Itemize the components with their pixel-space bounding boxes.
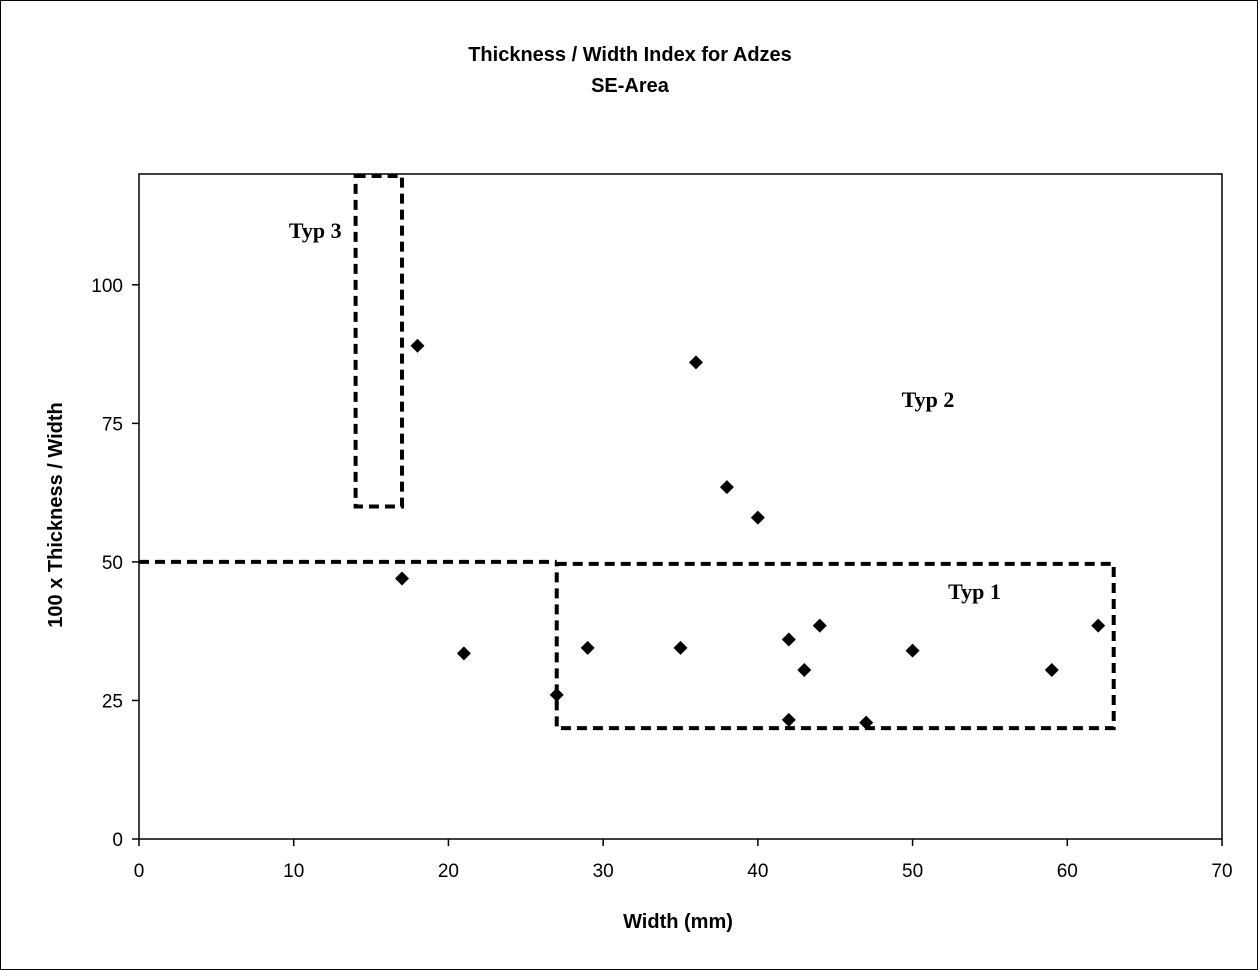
x-tick-label: 70 <box>1211 861 1232 882</box>
data-point <box>410 338 425 353</box>
y-axis-ticks: 0 25 50 75 100 <box>91 276 139 851</box>
data-point <box>905 643 920 658</box>
x-tick-label: 20 <box>438 861 459 882</box>
data-point <box>395 571 410 586</box>
region-label: Typ 1 <box>948 579 1001 604</box>
annotation-label: Typ 2 <box>902 387 955 412</box>
data-point <box>719 480 734 495</box>
x-tick-label: 40 <box>747 861 768 882</box>
data-point <box>1091 618 1106 633</box>
data-point <box>456 646 471 661</box>
x-axis-ticks: 0 10 20 30 40 50 60 70 <box>134 839 1233 882</box>
y-tick-label: 25 <box>102 691 123 712</box>
y-tick-label: 0 <box>112 830 123 851</box>
x-tick-label: 50 <box>902 861 923 882</box>
y-tick-label: 100 <box>91 276 123 297</box>
data-points <box>395 338 1106 730</box>
region-box-typ-1 <box>554 561 1116 731</box>
data-point <box>1044 662 1059 677</box>
data-point <box>673 640 688 655</box>
chart-title: Thickness / Width Index for Adzes <box>468 44 792 66</box>
data-point <box>797 662 812 677</box>
x-axis-title: Width (mm) <box>623 911 733 933</box>
region-boxes: Typ 3 Typ 1 <box>139 174 1116 731</box>
x-tick-label: 10 <box>283 861 304 882</box>
data-point <box>859 715 874 730</box>
x-tick-label: 60 <box>1057 861 1078 882</box>
data-point <box>549 687 564 702</box>
data-point <box>812 618 827 633</box>
data-point <box>580 640 595 655</box>
data-point <box>781 632 796 647</box>
annotations: Typ 2 <box>902 387 955 412</box>
y-axis-title: 100 x Thickness / Width <box>45 402 67 627</box>
data-point <box>688 355 703 370</box>
x-tick-label: 0 <box>134 861 145 882</box>
y-tick-label: 75 <box>102 414 123 435</box>
y-tick-label: 50 <box>102 553 123 574</box>
region-box-typ-3 <box>353 174 405 509</box>
plot-area <box>138 173 1223 840</box>
chart-subtitle: SE-Area <box>591 75 670 97</box>
region-label: Typ 3 <box>289 218 342 243</box>
x-tick-label: 30 <box>593 861 614 882</box>
data-point <box>781 712 796 727</box>
data-point <box>750 510 765 525</box>
